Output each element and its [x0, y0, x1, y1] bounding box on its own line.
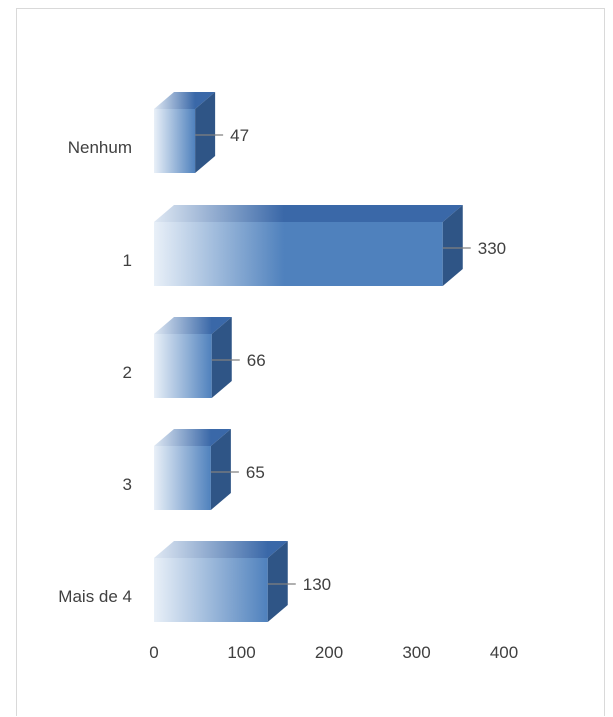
bar-2: [154, 317, 232, 398]
bar-side-face: [211, 317, 232, 398]
bar-front-face: [154, 222, 443, 286]
bar-side-face: [267, 541, 288, 622]
x-tick-label: 300: [402, 643, 430, 662]
bar-top-face: [154, 429, 231, 446]
bar-side-face: [442, 205, 463, 286]
bar-top-face: [154, 205, 463, 222]
bar-top-face: [154, 541, 288, 558]
bar-top-face: [154, 317, 232, 334]
bar-side-face: [195, 92, 216, 173]
bar-4: [154, 541, 288, 622]
bar-3: [154, 429, 231, 510]
data-label: 47: [230, 126, 249, 145]
category-label: 1: [123, 251, 132, 270]
bar-0: [154, 92, 216, 173]
x-tick-label: 0: [149, 643, 158, 662]
category-label: Nenhum: [68, 138, 132, 157]
bar-front-face: [154, 334, 212, 398]
data-label: 330: [478, 239, 506, 258]
bar-front-face: [154, 558, 268, 622]
chart-frame: 47 Nenhum 330 1 66 2 65 3 130 Mais de 4 0 100 200 300…: [16, 8, 605, 716]
bar-1: [154, 205, 463, 286]
bar-side-face: [210, 429, 231, 510]
x-tick-label: 200: [315, 643, 343, 662]
bars-layer: [154, 92, 463, 622]
category-label: 2: [123, 363, 132, 382]
data-label: 130: [303, 575, 331, 594]
category-label: Mais de 4: [58, 587, 132, 606]
x-tick-label: 100: [227, 643, 255, 662]
bar-front-face: [154, 446, 211, 510]
data-label: 66: [247, 351, 266, 370]
bar-front-face: [154, 109, 196, 173]
data-label: 65: [246, 463, 265, 482]
bar-top-face: [154, 92, 216, 109]
x-tick-label: 400: [490, 643, 518, 662]
category-label: 3: [123, 475, 132, 494]
